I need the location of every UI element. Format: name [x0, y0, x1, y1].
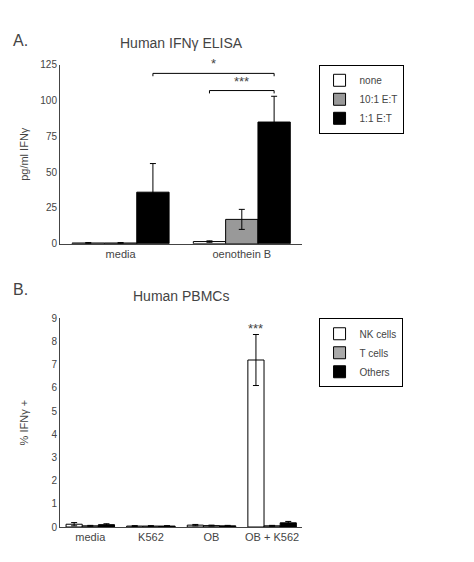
- svg-text:none: none: [360, 75, 383, 86]
- svg-text:pg/ml IFNγ: pg/ml IFNγ: [18, 127, 30, 181]
- svg-text:25: 25: [46, 202, 58, 213]
- svg-text:3: 3: [51, 452, 57, 463]
- svg-text:4: 4: [51, 429, 57, 440]
- svg-text:7: 7: [51, 359, 57, 370]
- svg-text:OB + K562: OB + K562: [245, 531, 299, 543]
- svg-text:75: 75: [46, 131, 58, 142]
- svg-text:5: 5: [51, 406, 57, 417]
- svg-text:T cells: T cells: [360, 348, 389, 359]
- svg-text:9: 9: [51, 313, 57, 324]
- svg-text:6: 6: [51, 382, 57, 393]
- svg-text:NK cells: NK cells: [360, 329, 397, 340]
- svg-text:% IFNγ +: % IFNγ +: [18, 400, 30, 446]
- svg-text:oenothein B: oenothein B: [212, 248, 271, 260]
- svg-text:K562: K562: [138, 531, 164, 543]
- svg-text:0: 0: [51, 238, 57, 249]
- svg-text:media: media: [75, 531, 106, 543]
- svg-text:Others: Others: [360, 367, 390, 378]
- svg-text:Human PBMCs: Human PBMCs: [133, 288, 229, 304]
- svg-text:media: media: [106, 248, 137, 260]
- svg-text:1: 1: [51, 498, 57, 509]
- svg-text:125: 125: [40, 59, 57, 70]
- svg-text:B.: B.: [13, 281, 28, 298]
- svg-text:***: ***: [234, 74, 249, 89]
- svg-text:***: ***: [248, 321, 263, 336]
- svg-text:10:1 E:T: 10:1 E:T: [360, 94, 398, 105]
- svg-text:0: 0: [51, 522, 57, 533]
- svg-text:100: 100: [40, 95, 57, 106]
- svg-text:A.: A.: [13, 32, 28, 49]
- svg-text:8: 8: [51, 336, 57, 347]
- svg-text:OB: OB: [204, 531, 220, 543]
- svg-text:2: 2: [51, 475, 57, 486]
- svg-text:50: 50: [46, 167, 58, 178]
- svg-text:Human IFNγ ELISA: Human IFNγ ELISA: [120, 35, 243, 51]
- svg-text:*: *: [211, 56, 216, 71]
- svg-text:1:1 E:T: 1:1 E:T: [360, 113, 392, 124]
